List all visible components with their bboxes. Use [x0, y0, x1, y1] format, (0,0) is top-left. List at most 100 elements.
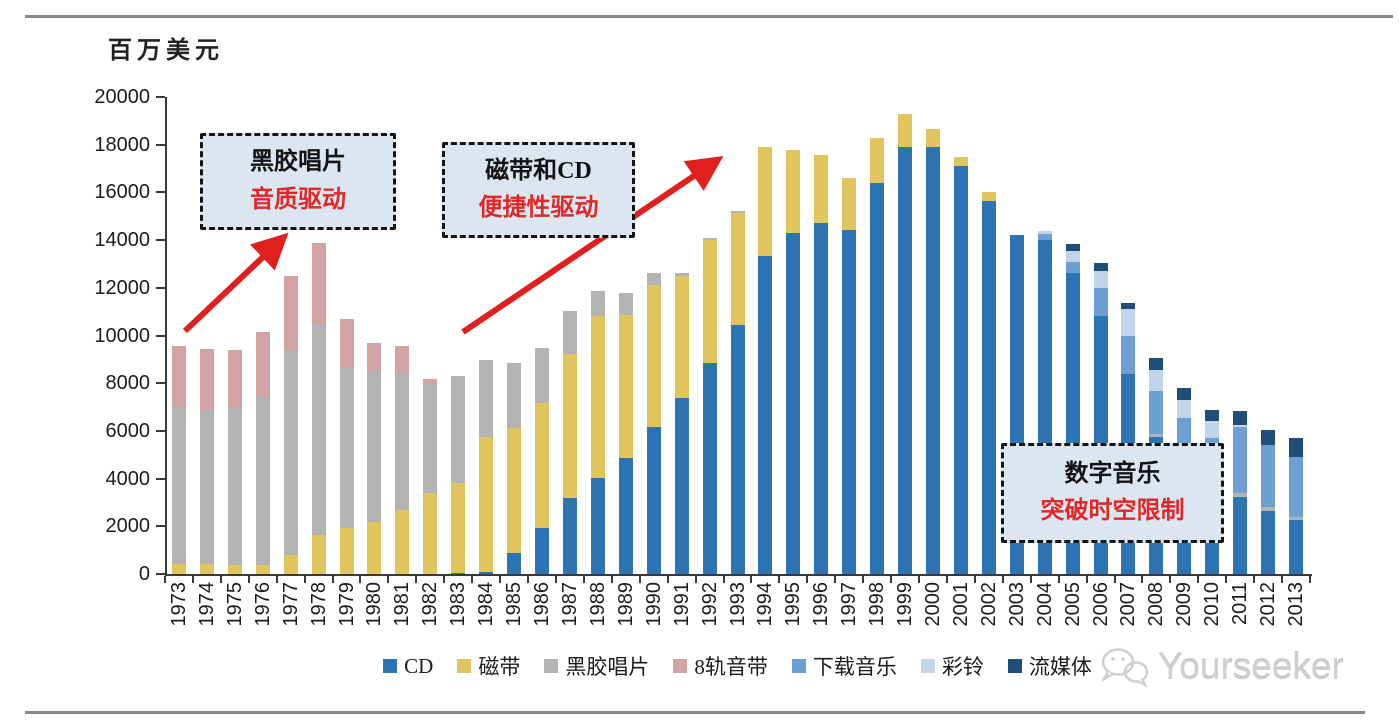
legend-item-8轨音带: 8轨音带: [673, 651, 768, 681]
x-axis-year-label: 2010: [1201, 582, 1224, 627]
bar-segment-1982: [423, 384, 438, 494]
bar-1981: [395, 97, 410, 574]
y-axis-tick: [156, 477, 165, 480]
bar-segment-1982: [423, 493, 438, 574]
bar-segment-2008: [1149, 390, 1164, 434]
bar-segment-2012: [1261, 430, 1276, 446]
bar-1984: [479, 97, 494, 574]
bar-segment-2009: [1177, 399, 1192, 419]
bar-segment-1975: [227, 349, 242, 409]
x-axis-tick: [443, 576, 446, 583]
x-axis-year-label: 1985: [503, 582, 526, 627]
bar-segment-1992: [702, 363, 717, 574]
bar-segment-1978: [311, 324, 326, 535]
bar-1994: [758, 97, 773, 574]
x-axis-year-label: 1997: [838, 582, 861, 627]
bar-segment-1981: [395, 510, 410, 574]
legend-label: 8轨音带: [694, 655, 768, 679]
bar-segment-1983: [451, 573, 466, 574]
bar-segment-1981: [395, 346, 410, 374]
legend-item-彩铃: 彩铃: [920, 651, 984, 681]
bar-segment-2011: [1233, 492, 1248, 497]
x-axis-year-label: 2005: [1061, 582, 1084, 627]
bar-segment-1973: [171, 564, 186, 574]
y-axis-tick-label: 2000: [105, 515, 151, 538]
x-axis-tick: [862, 576, 865, 583]
bar-1977: [283, 97, 298, 574]
x-axis-tick: [1225, 576, 1228, 583]
bar-segment-1993: [730, 211, 745, 213]
bar-segment-1987: [562, 498, 577, 574]
bar-1979: [339, 97, 354, 574]
bar-segment-2013: [1289, 516, 1304, 521]
x-axis-tick: [247, 576, 250, 583]
top-divider: [25, 15, 1393, 18]
bar-segment-1985: [507, 362, 522, 428]
x-axis-tick: [219, 576, 222, 583]
bar-1976: [255, 97, 270, 574]
bar-segment-2013: [1289, 457, 1304, 517]
bar-segment-2004: [1037, 230, 1052, 235]
callout-vinyl-subtitle: 音质驱动: [250, 186, 346, 213]
y-axis-tick-label: 20000: [94, 86, 150, 108]
x-axis-tick: [303, 576, 306, 583]
bar-segment-1976: [255, 565, 270, 574]
legend-item-黑胶唱片: 黑胶唱片: [544, 651, 649, 681]
x-axis-tick: [694, 576, 697, 583]
legend-label: 黑胶唱片: [565, 655, 650, 679]
x-axis-year-label: 1991: [670, 582, 693, 627]
bar-segment-1974: [199, 409, 214, 565]
bar-segment-1990: [646, 426, 661, 574]
bar-segment-1995: [786, 232, 801, 574]
y-axis-tick-label: 0: [138, 563, 150, 585]
y-axis-tick-label: 16000: [94, 181, 150, 204]
legend-item-磁带: 磁带: [457, 651, 520, 681]
x-axis-tick: [1141, 576, 1144, 583]
bar-segment-1999: [898, 113, 913, 147]
bar-segment-1976: [255, 396, 270, 566]
x-axis-tick: [387, 576, 390, 583]
bar-1983: [451, 97, 466, 574]
bar-segment-1977: [283, 275, 298, 350]
x-axis-tick: [582, 576, 585, 583]
bar-segment-1983: [451, 482, 466, 574]
bar-segment-2007: [1121, 309, 1136, 336]
bar-segment-1984: [479, 437, 494, 572]
bar-segment-1986: [535, 348, 549, 404]
bar-1982: [423, 97, 438, 574]
bar-segment-2013: [1289, 437, 1304, 458]
y-axis-tick: [156, 96, 165, 98]
callout-digital-subtitle: 突破时空限制: [1040, 498, 1185, 524]
bar-segment-1989: [618, 315, 633, 459]
x-axis-tick: [415, 576, 418, 583]
y-axis-tick: [156, 143, 165, 146]
legend-swatch: [920, 659, 935, 673]
callout-tape-cd-subtitle: 便捷性驱动: [478, 195, 599, 221]
bar-2000: [925, 97, 940, 574]
bar-segment-1974: [199, 564, 214, 574]
x-axis-year-label: 1984: [475, 582, 498, 627]
bar-segment-2006: [1093, 288, 1108, 316]
x-axis-tick: [471, 576, 474, 583]
bar-1999: [898, 97, 913, 574]
watermark: Yourseeker: [1098, 645, 1344, 689]
bar-segment-1988: [590, 315, 605, 478]
x-axis-year-label: 1973: [167, 582, 190, 627]
bar-segment-2000: [925, 147, 940, 574]
x-axis-year-label: 1974: [195, 582, 218, 627]
bar-segment-2010: [1205, 421, 1220, 439]
callout-digital-era: 数字音乐 突破时空限制: [1001, 443, 1224, 543]
bar-segment-1996: [814, 222, 829, 574]
bar-segment-2002: [981, 192, 996, 201]
bar-segment-1997: [842, 178, 857, 231]
x-axis-year-label: 1976: [251, 582, 274, 627]
bar-segment-1978: [311, 242, 326, 325]
x-axis-tick: [806, 576, 809, 583]
y-axis-tick-label: 4000: [105, 467, 151, 490]
legend-label: 下载音乐: [812, 655, 897, 679]
x-axis-tick: [722, 576, 725, 583]
bar-segment-1988: [590, 477, 605, 574]
bar-segment-1994: [758, 256, 773, 574]
x-axis-year-label: 1994: [754, 582, 777, 627]
